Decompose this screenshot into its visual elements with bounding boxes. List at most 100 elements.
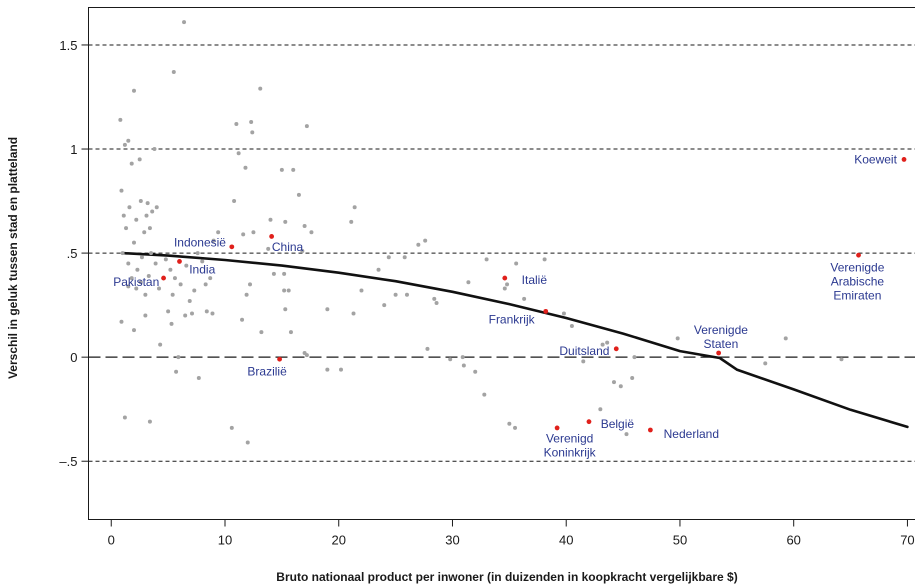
data-point [196, 375, 201, 380]
data-point [134, 217, 139, 222]
data-point [122, 415, 127, 420]
data-point [126, 261, 131, 266]
data-point [134, 286, 139, 291]
data-point [598, 407, 603, 412]
country-label-line: China [272, 240, 304, 254]
data-point [166, 309, 171, 314]
data-point [505, 282, 510, 287]
data-point [245, 440, 250, 445]
data-point [352, 205, 357, 210]
data-point [145, 201, 150, 206]
country-label-line: Verenigde [830, 261, 884, 275]
fit-curve [121, 251, 909, 429]
country-label-line: Nederland [664, 427, 719, 441]
highlighted-point [856, 252, 861, 258]
data-point [296, 192, 301, 197]
country-label: Brazilië [247, 365, 287, 379]
data-point [243, 165, 248, 170]
data-point [484, 257, 489, 262]
data-point [137, 157, 142, 162]
country-label: Verenigd Koninkrijk [544, 431, 597, 459]
data-point [211, 238, 216, 243]
data-point [251, 230, 256, 235]
country-label: Duitsland [559, 344, 609, 358]
data-point [152, 147, 157, 152]
data-point [783, 336, 788, 341]
x-tick-label: 50 [673, 533, 687, 548]
data-point [561, 311, 566, 316]
country-label: Indonesië [174, 236, 226, 250]
data-point [208, 276, 213, 281]
y-tick-label: 0 [70, 350, 77, 365]
data-point [416, 242, 421, 247]
data-point [513, 425, 518, 430]
country-label-line: Italië [522, 273, 548, 287]
data-point [288, 330, 293, 335]
data-point [163, 257, 168, 262]
country-label-line: India [189, 263, 215, 277]
data-point [149, 251, 154, 256]
grey-points [118, 20, 844, 445]
y-tick-label: 1.5 [59, 38, 77, 53]
data-point [300, 249, 305, 254]
data-point [120, 251, 125, 256]
data-point [126, 284, 131, 289]
data-point [171, 70, 176, 75]
data-point [236, 151, 241, 156]
data-point [304, 353, 309, 358]
y-tick-label: .5 [67, 246, 78, 261]
highlighted-point [901, 157, 907, 162]
highlighted-point [554, 425, 560, 431]
data-point [425, 346, 430, 351]
highlighted-point [229, 244, 235, 250]
data-point [473, 369, 478, 374]
data-point [258, 86, 263, 91]
data-point [325, 367, 330, 372]
data-point [624, 432, 629, 437]
data-point [359, 288, 364, 293]
data-point [461, 363, 466, 368]
country-label: Koeweit [854, 152, 897, 166]
highlighted-point [177, 259, 182, 264]
data-point [131, 328, 136, 333]
data-point [192, 288, 197, 293]
data-point [763, 361, 768, 366]
data-point [229, 425, 234, 430]
data-point [376, 267, 381, 272]
country-label-line: Koeweit [854, 152, 897, 166]
data-point [325, 307, 330, 312]
data-point [150, 209, 155, 214]
country-label-line: Frankrijk [489, 313, 536, 327]
x-tick-label: 70 [900, 533, 914, 548]
data-point [122, 142, 127, 147]
data-point [157, 286, 162, 291]
data-point [249, 119, 254, 124]
y-tick-label: –.5 [59, 454, 77, 469]
data-point [448, 357, 453, 362]
data-point [839, 357, 844, 362]
data-point [581, 359, 586, 364]
data-point [618, 384, 623, 389]
data-point [632, 355, 637, 360]
data-point [611, 380, 616, 385]
data-point [204, 309, 209, 314]
data-point [522, 296, 527, 301]
country-label: India [189, 263, 215, 277]
data-point [195, 251, 200, 256]
country-label-line: Staten [704, 337, 739, 351]
data-point [351, 311, 356, 316]
highlighted-points [161, 157, 907, 433]
data-point [282, 271, 287, 276]
country-label-line: Arabische [831, 275, 885, 289]
data-point [502, 286, 507, 291]
data-point [460, 355, 465, 360]
data-point [507, 421, 512, 426]
x-tick-label: 20 [331, 533, 345, 548]
x-axis-title: Bruto nationaal product per inwoner (in … [276, 570, 737, 584]
data-point [232, 199, 237, 204]
data-point [143, 292, 148, 297]
fit-curve-layer [121, 251, 909, 429]
data-point [244, 292, 249, 297]
data-point [271, 271, 276, 276]
